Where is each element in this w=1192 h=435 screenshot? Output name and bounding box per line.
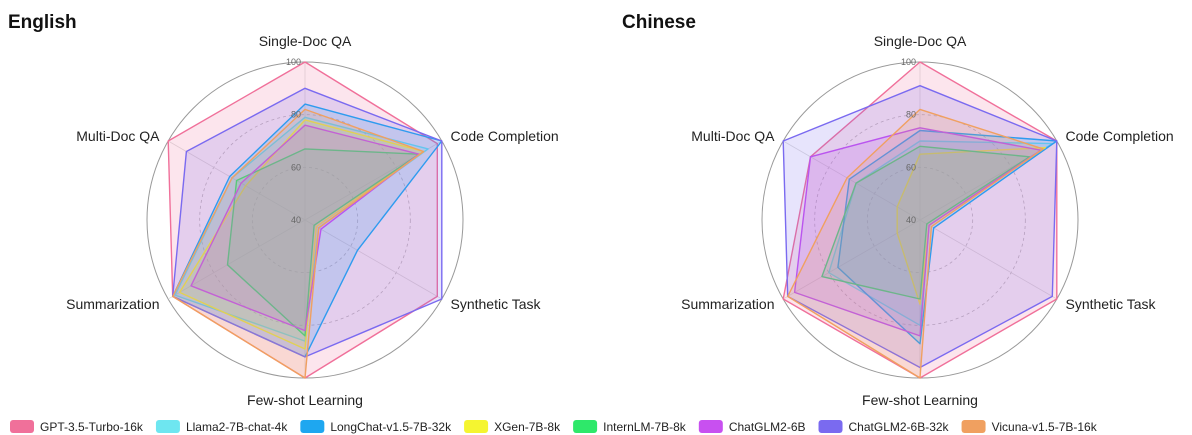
spoke xyxy=(304,219,443,300)
legend-swatch xyxy=(300,420,325,433)
axis-label: Single-Doc QA xyxy=(259,33,352,49)
axis-label: Single-Doc QA xyxy=(874,33,967,49)
axis-label: Few-shot Learning xyxy=(247,392,363,408)
axis-label: Code Completion xyxy=(450,128,558,144)
tick-label: 80 xyxy=(291,110,301,120)
legend-label: Vicuna-v1.5-7B-16k xyxy=(992,420,1098,434)
tick-label: 100 xyxy=(286,57,301,67)
series-polygon xyxy=(172,87,443,358)
series-polygon xyxy=(787,108,1044,379)
legend-swatch xyxy=(573,420,598,433)
chart-title: Chinese xyxy=(622,12,696,33)
series-polygon xyxy=(896,146,1047,305)
legend-label: InternLM-7B-8k xyxy=(603,420,687,434)
legend-label: XGen-7B-8k xyxy=(494,420,561,434)
grid-ring xyxy=(199,114,411,326)
tick-label: 60 xyxy=(291,162,301,172)
axis-label: Synthetic Task xyxy=(1065,296,1156,312)
legend-swatch xyxy=(961,420,986,433)
legend-label: ChatGLM2-6B-32k xyxy=(849,420,950,434)
series-polygon xyxy=(782,85,1058,369)
grid-ring xyxy=(814,114,1026,326)
tick-label: 80 xyxy=(906,110,916,120)
axis-label: Summarization xyxy=(681,296,774,312)
legend-swatch xyxy=(155,420,180,433)
tick-label: 100 xyxy=(901,57,916,67)
legend-swatch xyxy=(10,420,34,433)
tick-label: 40 xyxy=(906,215,916,225)
tick-label: 40 xyxy=(291,215,301,225)
chart-title: English xyxy=(8,12,77,33)
legend-label: Llama2-7B-chat-4k xyxy=(186,420,288,434)
spoke xyxy=(919,219,1058,300)
axis-label: Code Completion xyxy=(1065,128,1173,144)
series-polygon xyxy=(172,108,425,379)
tick-label: 60 xyxy=(906,162,916,172)
axis-label: Multi-Doc QA xyxy=(691,128,775,144)
legend-swatch xyxy=(698,420,723,433)
legend-swatch xyxy=(818,420,843,433)
legend-label: GPT-3.5-Turbo-16k xyxy=(40,420,144,434)
legend-swatch xyxy=(464,420,489,433)
axis-label: Summarization xyxy=(66,296,159,312)
legend-label: ChatGLM2-6B xyxy=(729,420,806,434)
series-polygon xyxy=(821,145,1031,300)
legend-label: LongChat-v1.5-7B-32k xyxy=(330,420,452,434)
axis-label: Few-shot Learning xyxy=(862,392,978,408)
axis-label: Multi-Doc QA xyxy=(76,128,160,144)
axis-label: Synthetic Task xyxy=(450,296,541,312)
